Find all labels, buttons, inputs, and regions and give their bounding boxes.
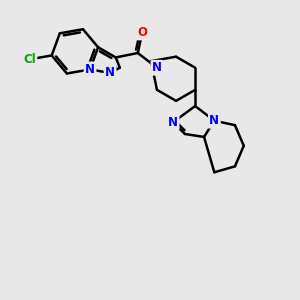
Text: N: N [152,61,162,74]
Text: N: N [85,63,95,76]
Text: Cl: Cl [24,53,36,66]
Text: N: N [105,66,115,80]
Text: N: N [209,114,219,127]
Text: O: O [137,26,147,39]
Text: N: N [168,116,178,129]
